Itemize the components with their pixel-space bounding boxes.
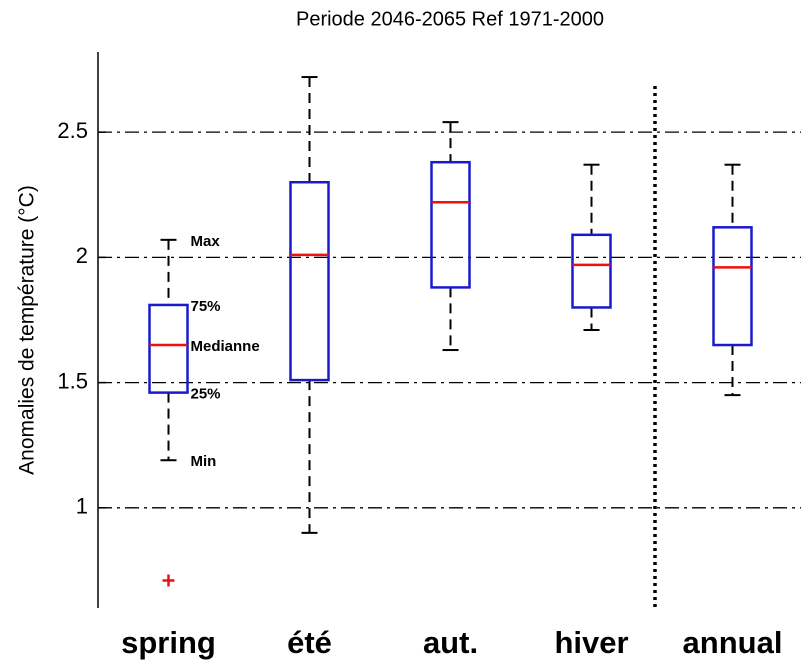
outlier: [162, 574, 175, 587]
annotation: Min: [191, 453, 217, 470]
chart-title: Periode 2046-2065 Ref 1971-2000: [296, 8, 604, 30]
box: [289, 180, 330, 382]
y-axis-label: Anomalies de température (°C): [16, 185, 39, 475]
x-tick-label: spring: [121, 625, 216, 660]
annotation: Medianne: [191, 338, 260, 355]
annotation: 75%: [191, 298, 221, 315]
x-tick-label: annual: [683, 625, 783, 660]
box: [430, 160, 471, 289]
x-tick-label: aut.: [423, 625, 478, 660]
box: [712, 226, 753, 347]
box: [571, 233, 612, 309]
y-tick-label: 1: [76, 494, 88, 519]
x-tick-label: hiver: [554, 625, 628, 660]
box: [148, 303, 189, 394]
y-tick-label: 2.5: [57, 118, 88, 143]
annotation: Max: [191, 233, 221, 250]
y-tick-label: 2: [76, 243, 88, 268]
y-tick-label: 1.5: [57, 368, 88, 393]
annotation: 25%: [191, 386, 221, 403]
x-tick-label: été: [287, 625, 332, 660]
